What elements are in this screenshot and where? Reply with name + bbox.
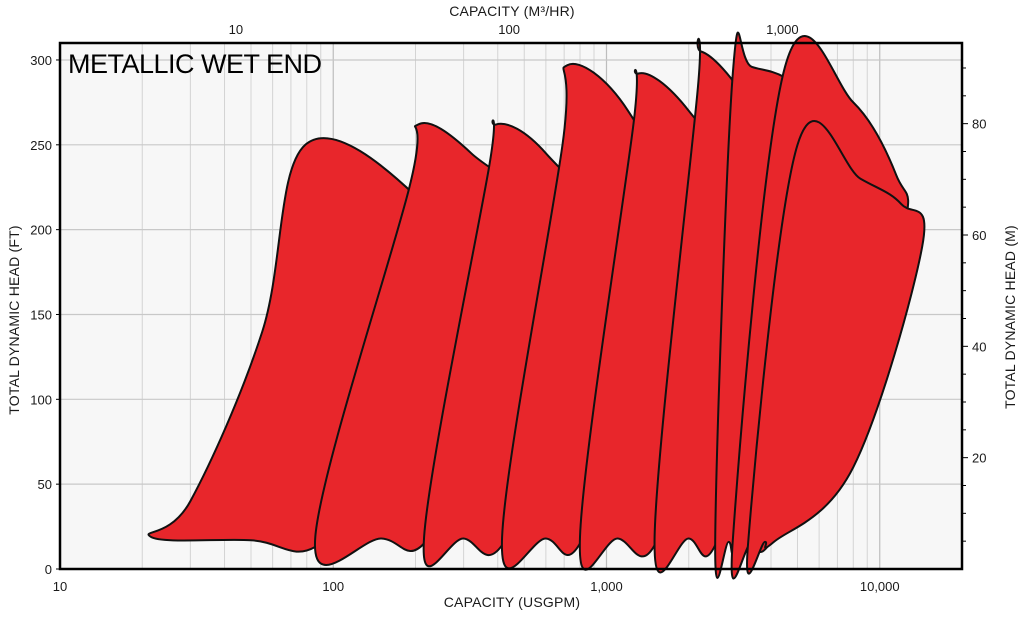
x-tick-label: 100 bbox=[322, 579, 344, 594]
x-tick-label: 10 bbox=[53, 579, 67, 594]
y2-tick-label: 80 bbox=[972, 117, 986, 132]
y2-tick-label: 40 bbox=[972, 339, 986, 354]
y2-tick-label: 60 bbox=[972, 228, 986, 243]
y-tick-label: 100 bbox=[30, 392, 52, 407]
x-tick-label: 10,000 bbox=[860, 579, 900, 594]
y-axis-label: TOTAL DYNAMIC HEAD (FT) bbox=[6, 225, 22, 414]
y-tick-label: 0 bbox=[45, 562, 52, 577]
y-tick-label: 150 bbox=[30, 307, 52, 322]
y-tick-label: 300 bbox=[30, 53, 52, 68]
x-tick-label: 1,000 bbox=[590, 579, 623, 594]
x2-tick-label: 100 bbox=[498, 22, 520, 37]
chart-series bbox=[147, 31, 926, 580]
x2-tick-label: 1,000 bbox=[766, 22, 799, 37]
x-axis-label: CAPACITY (USGPM) bbox=[444, 594, 580, 610]
y-tick-label: 250 bbox=[30, 138, 52, 153]
x2-tick-label: 10 bbox=[229, 22, 243, 37]
x2-axis-label: CAPACITY (M³/HR) bbox=[449, 3, 575, 19]
y2-axis-label: TOTAL DYNAMIC HEAD (M) bbox=[1002, 225, 1018, 409]
y2-tick-label: 20 bbox=[972, 451, 986, 466]
tick-labels: 10 100 1,000 10,000 0 50 100 150 200 250 300 10 100 1… bbox=[30, 22, 986, 594]
pump-curve-region-9 bbox=[746, 120, 926, 575]
chart-title: METALLIC WET END bbox=[68, 49, 322, 79]
plot-frame bbox=[58, 41, 964, 571]
y-tick-label: 50 bbox=[38, 477, 52, 492]
y-tick-label: 200 bbox=[30, 223, 52, 238]
